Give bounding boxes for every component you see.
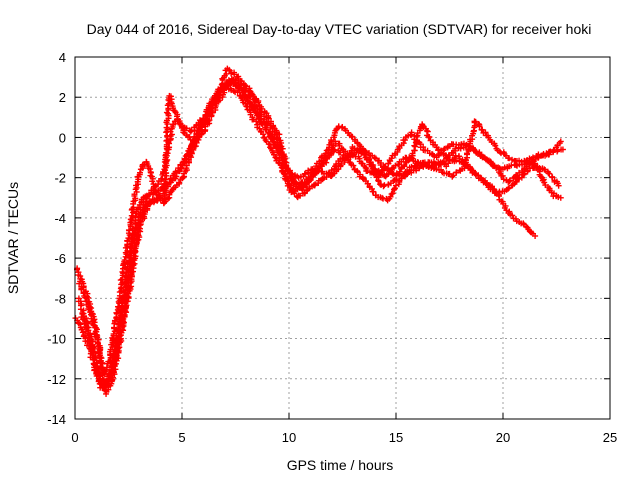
x-tick-label: 15 xyxy=(389,430,403,445)
y-tick-label: -2 xyxy=(54,171,66,186)
plot-frame xyxy=(74,56,611,420)
y-tick-label: 0 xyxy=(59,130,66,145)
y-tick-label: -14 xyxy=(47,412,66,427)
x-axis-label: GPS time / hours xyxy=(287,457,394,473)
data-points xyxy=(72,65,566,397)
y-tick-label: -4 xyxy=(54,211,66,226)
y-tick-label: -12 xyxy=(47,372,66,387)
y-tick-label: 4 xyxy=(59,50,66,65)
y-tick-label: -8 xyxy=(54,291,66,306)
x-tick-label: 10 xyxy=(282,430,296,445)
x-tick-label: 5 xyxy=(178,430,185,445)
y-axis-ticks: 4 2 0 -2 -4 -6 -8 -10 -12 -14 xyxy=(47,50,610,427)
series-track-5 xyxy=(72,83,566,388)
y-tick-label: 2 xyxy=(59,90,66,105)
y-tick-label: -6 xyxy=(54,251,66,266)
y-axis-label: SDTVAR / TECUs xyxy=(5,182,21,294)
x-tick-label: 20 xyxy=(496,430,510,445)
y-tick-label: -10 xyxy=(47,332,66,347)
x-tick-label: 25 xyxy=(603,430,617,445)
x-tick-label: 0 xyxy=(71,430,78,445)
chart-title: Day 044 of 2016, Sidereal Day-to-day VTE… xyxy=(87,21,592,37)
